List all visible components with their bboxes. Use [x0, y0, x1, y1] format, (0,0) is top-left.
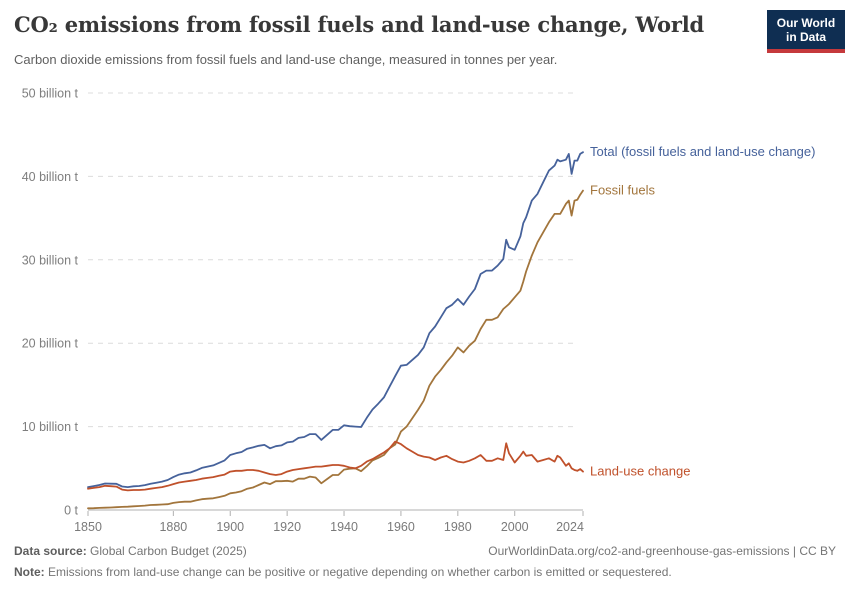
y-tick-label: 40 billion t — [22, 170, 79, 184]
chart-subtitle: Carbon dioxide emissions from fossil fue… — [14, 52, 558, 67]
series-label-land-use-change[interactable]: Land-use change — [590, 464, 690, 479]
x-tick-label: 2000 — [501, 520, 529, 534]
x-tick-label: 1940 — [330, 520, 358, 534]
x-tick-label: 1920 — [273, 520, 301, 534]
y-tick-label: 20 billion t — [22, 337, 79, 351]
chart-note: Note: Emissions from land-use change can… — [14, 564, 836, 581]
y-tick-label: 30 billion t — [22, 253, 79, 267]
line-land-use-change[interactable] — [87, 440, 584, 492]
data-source: Data source: Global Carbon Budget (2025) — [14, 543, 247, 560]
line-fossil-fuels[interactable] — [87, 189, 584, 510]
line-total-fossil-fuels-and-land-use-change[interactable] — [87, 151, 584, 489]
series-label-total-fossil-fuels-and-land-use-change[interactable]: Total (fossil fuels and land-use change) — [590, 144, 815, 159]
owid-logo[interactable]: Our World in Data — [767, 10, 845, 53]
attribution-link[interactable]: OurWorldinData.org/co2-and-greenhouse-ga… — [488, 544, 836, 558]
chart-footer: Data source: Global Carbon Budget (2025)… — [14, 543, 836, 582]
x-tick-label: 1850 — [74, 520, 102, 534]
x-tick-label: 1980 — [444, 520, 472, 534]
x-tick-label: 1880 — [159, 520, 187, 534]
y-tick-label: 10 billion t — [22, 420, 79, 434]
x-tick-label: 2024 — [556, 520, 584, 534]
y-tick-label: 0 t — [64, 504, 78, 518]
note-label: Note: — [14, 565, 45, 580]
x-tick-label: 1900 — [216, 520, 244, 534]
page-title: CO₂ emissions from fossil fuels and land… — [14, 12, 704, 37]
owid-logo-line1: Our World — [776, 16, 836, 30]
series-label-fossil-fuels[interactable]: Fossil fuels — [590, 183, 656, 198]
owid-logo-line2: in Data — [785, 30, 826, 45]
data-source-value: Global Carbon Budget (2025) — [86, 544, 247, 558]
note-value: Emissions from land-use change can be po… — [44, 565, 672, 580]
x-tick-label: 1960 — [387, 520, 415, 534]
y-tick-label: 50 billion t — [22, 87, 79, 101]
data-source-label: Data source: — [14, 544, 87, 558]
